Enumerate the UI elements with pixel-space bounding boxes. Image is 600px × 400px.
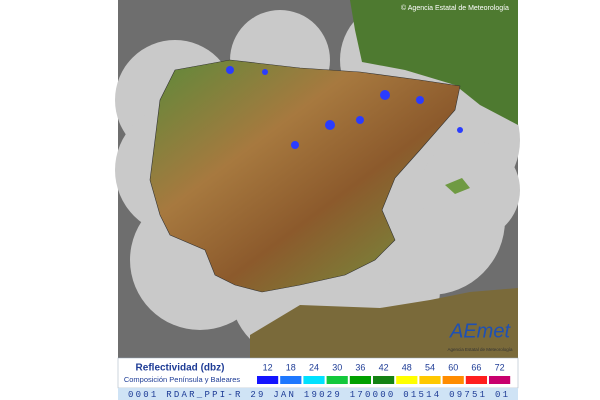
legend-value: 54 [425, 362, 435, 372]
legend-swatch [442, 376, 464, 384]
legend-swatch [465, 376, 487, 384]
legend-swatch [373, 376, 395, 384]
legend-value: 24 [309, 362, 319, 372]
radar-echoes [226, 66, 463, 149]
legend-swatch [349, 376, 371, 384]
france [350, 0, 518, 125]
legend-title: Reflectividad (dbz) [136, 363, 225, 374]
logo-subtitle: Agencia Estatal de Meteorología [447, 347, 513, 352]
status-bar [118, 388, 518, 400]
legend-value: 72 [495, 362, 505, 372]
legend-swatch [489, 376, 511, 384]
legend-value: 36 [355, 362, 365, 372]
baleares [445, 178, 470, 194]
legend-swatch [257, 376, 279, 384]
legend-swatch [326, 376, 348, 384]
legend-subtitle: Composición Península y Baleares [124, 375, 241, 384]
africa [250, 288, 518, 358]
legend-value: 48 [402, 362, 412, 372]
legend-value: 12 [263, 362, 273, 372]
iberia [149, 59, 461, 293]
legend-value: 66 [471, 362, 481, 372]
legend-value: 30 [332, 362, 342, 372]
legend-value: 42 [379, 362, 389, 372]
legend-swatch [303, 376, 325, 384]
legend-swatch [280, 376, 302, 384]
legend-swatch [419, 376, 441, 384]
legend-swatch [396, 376, 418, 384]
credit: © Agencia Estatal de Meteorología [401, 4, 509, 12]
legend-value: 18 [286, 362, 296, 372]
legend-value: 60 [448, 362, 458, 372]
logo: AEmet [449, 320, 511, 342]
